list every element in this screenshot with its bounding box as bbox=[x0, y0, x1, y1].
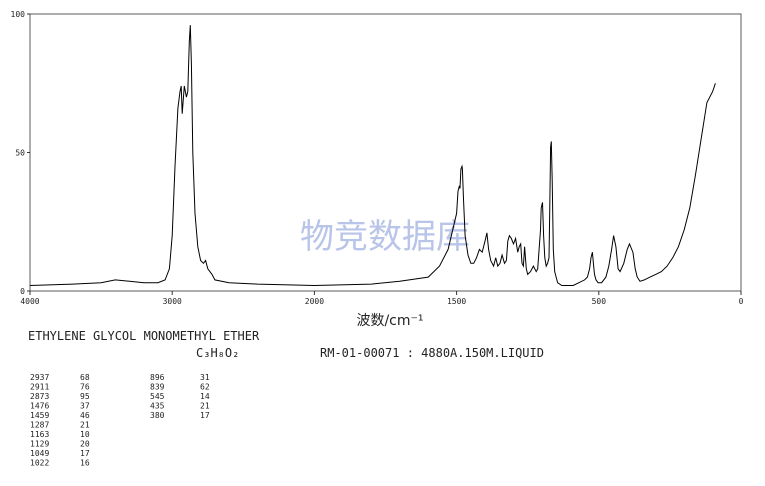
peak-intensity: 14 bbox=[200, 392, 210, 401]
peak-intensity: 21 bbox=[200, 402, 210, 411]
formula: C₃H₈O₂ bbox=[196, 346, 239, 360]
x-tick-label: 500 bbox=[592, 297, 607, 306]
peak-wavenumber: 1022 bbox=[30, 459, 49, 468]
peak-intensity: 17 bbox=[200, 411, 210, 420]
y-tick-label: 0 bbox=[20, 287, 25, 296]
peak-wavenumber: 380 bbox=[150, 411, 165, 420]
peak-intensity: 95 bbox=[80, 392, 90, 401]
x-tick-label: 2000 bbox=[305, 297, 324, 306]
peak-wavenumber: 545 bbox=[150, 392, 165, 401]
y-tick-label: 100 bbox=[11, 10, 26, 19]
peak-wavenumber: 435 bbox=[150, 402, 165, 411]
x-axis-label: 波数/cm⁻¹ bbox=[356, 313, 423, 329]
x-tick-label: 3000 bbox=[163, 297, 182, 306]
peak-intensity: 68 bbox=[80, 373, 90, 382]
spectrum-line bbox=[29, 25, 716, 287]
peak-intensity: 16 bbox=[80, 459, 90, 468]
peak-wavenumber: 2937 bbox=[30, 373, 49, 382]
peak-wavenumber: 2911 bbox=[30, 383, 49, 392]
peak-intensity: 76 bbox=[80, 383, 90, 392]
peak-wavenumber: 1163 bbox=[30, 430, 49, 439]
peak-wavenumber: 1287 bbox=[30, 421, 49, 430]
watermark: 物竞数据库 bbox=[300, 217, 470, 257]
peak-intensity: 21 bbox=[80, 421, 90, 430]
peak-wavenumber: 1459 bbox=[30, 411, 49, 420]
peak-wavenumber: 896 bbox=[150, 373, 165, 382]
y-tick-label: 50 bbox=[15, 149, 25, 158]
peak-intensity: 46 bbox=[80, 411, 90, 420]
peak-intensity: 10 bbox=[80, 430, 90, 439]
peak-wavenumber: 1476 bbox=[30, 402, 49, 411]
x-tick-label: 1500 bbox=[447, 297, 466, 306]
sample-info: RM-01-00071 : 4880A.150M.LIQUID bbox=[320, 346, 544, 360]
peak-wavenumber: 1049 bbox=[30, 449, 49, 458]
x-tick-label: 4000 bbox=[20, 297, 39, 306]
x-tick-label: 0 bbox=[739, 297, 744, 306]
peak-intensity: 62 bbox=[200, 383, 210, 392]
peak-intensity: 37 bbox=[80, 402, 90, 411]
peak-intensity: 17 bbox=[80, 449, 90, 458]
peak-intensity: 20 bbox=[80, 440, 90, 449]
peak-wavenumber: 1129 bbox=[30, 440, 49, 449]
peak-wavenumber: 839 bbox=[150, 383, 165, 392]
peak-wavenumber: 2873 bbox=[30, 392, 49, 401]
compound-name: ETHYLENE GLYCOL MONOMETHYL ETHER bbox=[28, 329, 260, 343]
peak-intensity: 31 bbox=[200, 373, 210, 382]
